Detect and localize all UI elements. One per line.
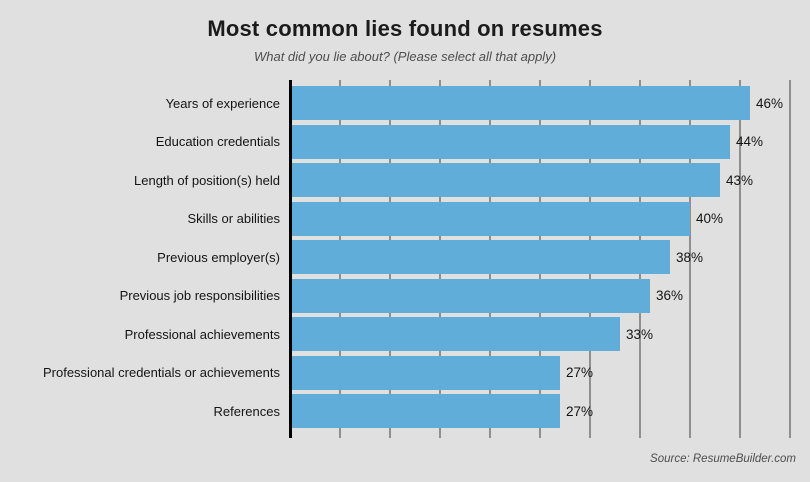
category-label: Years of experience	[165, 95, 280, 111]
chart-row: Length of position(s) held 43%	[0, 163, 810, 197]
chart-title: Most common lies found on resumes	[207, 16, 603, 41]
category-label: References	[213, 403, 280, 419]
chart-row: Professional credentials or achievements…	[0, 355, 810, 390]
bar	[290, 278, 650, 313]
category-label: Skills or abilities	[187, 211, 280, 226]
chart-row: Previous job responsibilities 36%	[0, 278, 810, 313]
gridline	[739, 80, 741, 438]
chart-row: Professional achievements 33%	[0, 317, 810, 351]
chart-row: References 27%	[0, 394, 810, 428]
gridline	[689, 80, 691, 438]
category-label: Length of position(s) held	[134, 172, 280, 188]
value-label: 36%	[656, 288, 684, 303]
bar	[290, 240, 670, 274]
bar	[290, 355, 560, 390]
chart-row: Skills or abilities 40%	[0, 201, 810, 236]
bar	[290, 201, 690, 236]
value-label: 46%	[756, 95, 784, 111]
chart-subtitle: What did you lie about? (Please select a…	[253, 49, 557, 64]
value-label: 43%	[726, 172, 754, 188]
gridline	[789, 80, 791, 438]
chart-row: Previous employer(s) 38%	[0, 240, 810, 274]
value-label: 38%	[676, 249, 704, 265]
bar	[290, 86, 750, 120]
chart-row: Years of experience 46%	[0, 86, 810, 120]
category-label: Previous job responsibilities	[119, 288, 280, 303]
value-label: 40%	[696, 211, 724, 226]
y-axis-line	[289, 80, 292, 438]
value-label: 33%	[626, 326, 654, 342]
bar	[290, 124, 730, 159]
value-label: 27%	[566, 365, 594, 380]
source-credit: Source: ResumeBuilder.com	[650, 453, 796, 465]
category-label: Professional achievements	[124, 326, 280, 342]
bar	[290, 317, 620, 351]
category-label: Education credentials	[155, 134, 280, 149]
value-label: 44%	[736, 134, 764, 149]
value-label: 27%	[566, 403, 594, 419]
bar	[290, 163, 720, 197]
category-label: Professional credentials or achievements	[42, 365, 280, 380]
bar-rows: Years of experience 46% Education creden…	[0, 86, 810, 428]
bar	[290, 394, 560, 428]
category-label: Previous employer(s)	[157, 249, 280, 265]
chart-row: Education credentials 44%	[0, 124, 810, 159]
